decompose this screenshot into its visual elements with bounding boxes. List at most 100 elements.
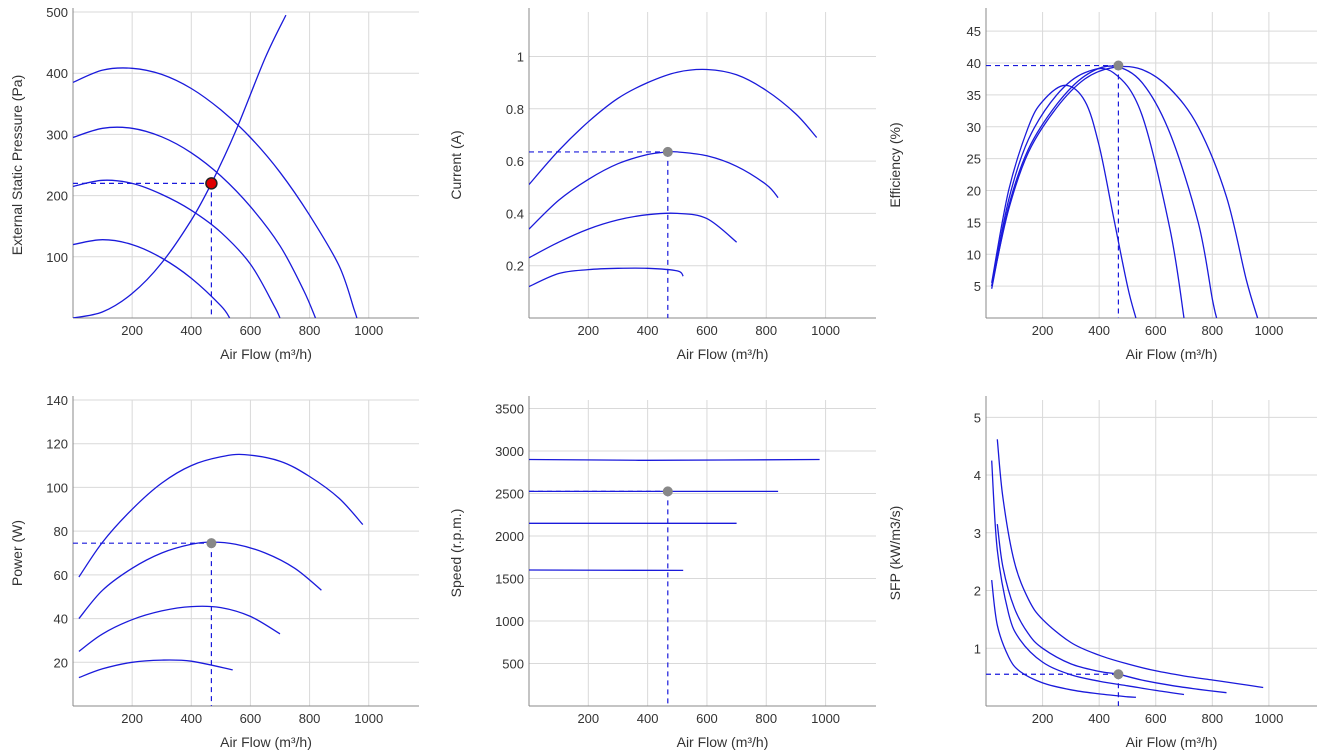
y-tick-label: 40	[54, 612, 68, 627]
y-tick-label: 80	[54, 524, 68, 539]
y-tick-label: 120	[46, 437, 68, 452]
x-axis-label: Air Flow (m³/h)	[220, 346, 312, 362]
y-tick-label: 300	[46, 127, 68, 142]
series-group	[529, 458, 820, 572]
grid	[73, 399, 419, 706]
series-line-1	[991, 65, 1218, 318]
y-tick-label: 3500	[495, 402, 524, 417]
y-tick-label: 4	[974, 468, 981, 483]
x-tick-label: 800	[755, 323, 777, 338]
y-tick-label: 2	[974, 584, 981, 599]
x-tick-label: 1000	[354, 323, 383, 338]
operating-point-marker[interactable]	[206, 538, 217, 549]
grid	[529, 400, 876, 706]
x-tick-label: 400	[637, 323, 659, 338]
y-tick-label: 5	[974, 279, 981, 294]
y-axis-label: Current (A)	[448, 130, 464, 199]
series-line-0	[991, 65, 1259, 318]
x-axis-label: Air Flow (m³/h)	[677, 346, 769, 362]
x-tick-label: 200	[577, 323, 599, 338]
x-tick-label: 600	[1145, 711, 1167, 726]
x-tick-label: 1000	[811, 711, 840, 726]
series-line-0	[73, 67, 358, 318]
series-line-0	[529, 458, 820, 461]
x-tick-label: 400	[180, 711, 202, 726]
series-line-2	[73, 179, 281, 318]
operating-point-marker[interactable]	[662, 146, 673, 157]
series-line-3	[78, 659, 233, 679]
x-tick-label: 800	[299, 711, 321, 726]
operating-point-marker[interactable]	[1113, 669, 1124, 680]
series-line-0	[78, 453, 364, 578]
y-tick-label: 25	[967, 152, 981, 167]
y-tick-label: 10	[967, 247, 981, 262]
y-tick-label: 2500	[495, 487, 524, 502]
y-tick-label: 60	[54, 568, 68, 583]
grid	[529, 12, 876, 318]
x-tick-label: 600	[240, 711, 262, 726]
x-tick-label: 800	[299, 323, 321, 338]
y-axis-label: External Static Pressure (Pa)	[9, 75, 25, 256]
y-tick-label: 100	[46, 250, 68, 265]
grid	[986, 12, 1317, 318]
y-tick-label: 500	[46, 5, 68, 20]
x-tick-label: 1000	[1254, 711, 1283, 726]
operating-point-marker[interactable]	[205, 177, 218, 190]
x-tick-label: 400	[1088, 323, 1110, 338]
y-tick-label: 40	[967, 56, 981, 71]
y-tick-label: 0.8	[506, 102, 524, 117]
series-line-2	[991, 67, 1185, 318]
y-axis-label: Speed (r.p.m.)	[448, 509, 464, 598]
x-axis-label: Air Flow (m³/h)	[1126, 734, 1218, 750]
series-line-1	[73, 126, 317, 318]
x-tick-label: 800	[755, 711, 777, 726]
x-tick-label: 1000	[811, 323, 840, 338]
chart-pressure: 200 400 600 800 1000 100 200 300 400 500 Air Flow …	[9, 5, 419, 362]
series-line-3	[73, 239, 231, 318]
series-group	[529, 68, 818, 288]
series-group	[991, 65, 1259, 318]
y-tick-label: 5	[974, 410, 981, 425]
x-tick-label: 800	[1201, 711, 1223, 726]
chart-sfp: 200 400 600 800 1000 1 2 3 4 5 Air Flow (m³/h) SFP …	[887, 396, 1317, 750]
series-line-1	[996, 524, 1227, 694]
grid	[73, 11, 419, 318]
x-tick-label: 400	[1088, 711, 1110, 726]
x-tick-label: 200	[1032, 323, 1054, 338]
x-tick-label: 400	[180, 323, 202, 338]
x-tick-label: 600	[240, 323, 262, 338]
y-tick-label: 0.6	[506, 154, 524, 169]
operating-point-marker[interactable]	[662, 486, 673, 497]
x-tick-label: 600	[696, 711, 718, 726]
series-group	[991, 439, 1264, 698]
y-axis-label: SFP (kW/m3/s)	[887, 506, 903, 601]
system-curve	[73, 14, 287, 318]
series-line-3	[991, 580, 1136, 698]
y-tick-label: 1	[974, 641, 981, 656]
y-tick-label: 500	[502, 657, 524, 672]
y-tick-label: 45	[967, 24, 981, 39]
y-tick-label: 20	[54, 655, 68, 670]
x-tick-label: 800	[1201, 323, 1223, 338]
y-axis-label: Power (W)	[9, 520, 25, 586]
series-line-2	[991, 460, 1185, 696]
series-line-3	[991, 84, 1137, 318]
y-tick-label: 1500	[495, 572, 524, 587]
x-axis-label: Air Flow (m³/h)	[677, 734, 769, 750]
y-tick-label: 200	[46, 189, 68, 204]
y-tick-label: 140	[46, 393, 68, 408]
y-tick-label: 400	[46, 66, 68, 81]
series-group	[78, 453, 364, 679]
y-tick-label: 3000	[495, 444, 524, 459]
x-axis-label: Air Flow (m³/h)	[220, 734, 312, 750]
x-tick-label: 200	[121, 711, 143, 726]
y-tick-label: 15	[967, 215, 981, 230]
x-tick-label: 600	[1145, 323, 1167, 338]
y-tick-label: 2000	[495, 529, 524, 544]
x-tick-label: 1000	[354, 711, 383, 726]
chart-current: 200 400 600 800 1000 0.2 0.4 0.6 0.8 1 Air Flow (m…	[448, 8, 876, 362]
y-tick-label: 1000	[495, 614, 524, 629]
y-tick-label: 0.4	[506, 206, 524, 221]
operating-point-marker[interactable]	[1113, 60, 1124, 71]
series-line-1	[78, 541, 322, 620]
